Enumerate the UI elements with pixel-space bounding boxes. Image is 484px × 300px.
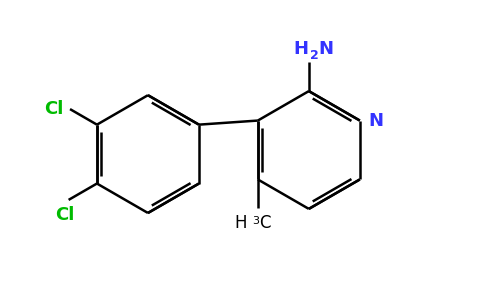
Text: H: H: [294, 40, 309, 58]
Text: N: N: [368, 112, 383, 130]
Text: H: H: [234, 214, 246, 232]
Text: N: N: [318, 40, 333, 58]
Text: 3: 3: [252, 216, 259, 226]
Text: C: C: [258, 214, 270, 232]
Text: Cl: Cl: [44, 100, 63, 118]
Text: 2: 2: [310, 49, 318, 62]
Text: Cl: Cl: [55, 206, 74, 224]
